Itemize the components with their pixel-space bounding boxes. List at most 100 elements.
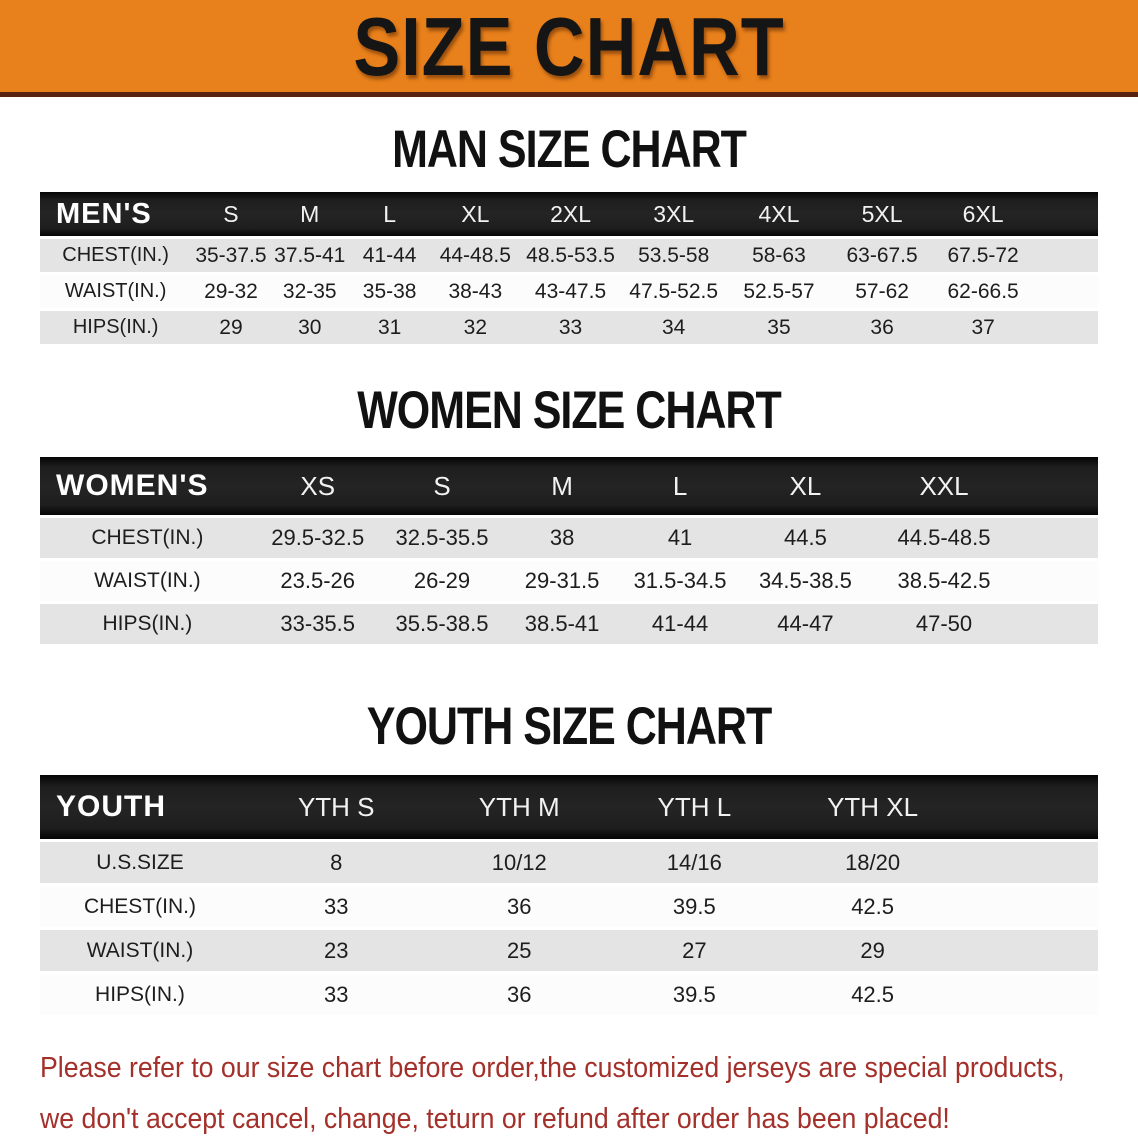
size-value: 37.5-41	[274, 243, 346, 267]
size-column-header: S	[191, 192, 271, 236]
size-value: 38	[549, 525, 575, 550]
size-value: 39.5	[672, 893, 716, 919]
size-value: 42.5	[851, 981, 895, 1007]
size-value: 63-67.5	[846, 243, 918, 267]
size-value: 62-66.5	[947, 279, 1019, 303]
size-value: 41	[667, 525, 693, 550]
size-column-header: XXL	[871, 457, 1017, 515]
size-value: 43-47.5	[534, 279, 607, 303]
size-value: 41-44	[362, 243, 417, 267]
spacer-cell	[1016, 518, 1098, 558]
size-value: 37	[971, 315, 995, 339]
spacer-cell	[963, 930, 1098, 971]
table-label: YOUTH	[40, 775, 240, 839]
size-value: 33	[558, 315, 583, 339]
size-value: 38.5-42.5	[897, 568, 991, 593]
size-value: 36	[870, 315, 894, 339]
measurement-row: HIPS(IN.) 29 30 31 32 33 34 35 36 37	[40, 311, 1098, 344]
size-column-header: XL	[739, 457, 872, 515]
size-value: 47-50	[915, 611, 973, 636]
size-value: 33	[323, 893, 349, 919]
spacer-cell	[1033, 192, 1098, 236]
size-value: 35	[767, 315, 791, 339]
measurement-label: WAIST(IN.)	[64, 280, 167, 302]
size-value: 44.5-48.5	[897, 525, 991, 550]
measurement-label: U.S.SIZE	[96, 850, 184, 874]
measurement-label: CHEST(IN.)	[91, 526, 204, 549]
spacer-cell	[1016, 604, 1098, 644]
size-column-header: XS	[254, 457, 381, 515]
size-value: 33	[323, 981, 349, 1007]
size-value: 44-48.5	[439, 243, 511, 267]
size-column-header: 5XL	[831, 192, 933, 236]
size-column-header: YTH L	[606, 775, 783, 839]
size-value: 23	[323, 937, 349, 963]
size-value: 36	[507, 981, 532, 1007]
disclaimer-line-1: Please refer to our size chart before or…	[40, 1052, 1065, 1084]
size-value: 10/12	[491, 849, 547, 875]
men-section-heading: MAN SIZE CHART	[392, 120, 747, 180]
size-value: 44.5	[784, 525, 827, 550]
size-header-row: WOMEN'S XS S M L XL XXL	[40, 457, 1098, 515]
size-value: 29	[219, 315, 243, 339]
measurement-row: CHEST(IN.) 35-37.5 37.5-41 41-44 44-48.5 48.5…	[40, 239, 1098, 272]
size-column-header: L	[620, 457, 740, 515]
spacer-cell	[963, 886, 1098, 927]
size-value: 44-47	[777, 611, 834, 636]
spacer-cell	[1016, 457, 1098, 515]
size-value: 29-32	[204, 279, 258, 303]
size-column-header: 2XL	[520, 192, 621, 236]
size-column-header: M	[503, 457, 621, 515]
size-value: 39.5	[672, 981, 716, 1007]
spacer-cell	[1033, 311, 1098, 344]
size-value: 23.5-26	[280, 568, 356, 593]
spacer-cell	[1033, 275, 1098, 308]
size-value: 32-35	[282, 279, 337, 303]
youth-section-heading: YOUTH SIZE CHART	[366, 697, 772, 757]
men-size-table: MEN'S S M L XL 2XL 3XL 4XL 5XL 6XL CHEST(IN.) 35-3…	[40, 189, 1098, 347]
size-value: 18/20	[845, 849, 901, 875]
size-column-header: 6XL	[932, 192, 1034, 236]
size-column-header: XL	[430, 192, 521, 236]
spacer-cell	[962, 775, 1098, 839]
measurement-row: CHEST(IN.) 29.5-32.5 32.5-35.5 38 41 44.5 44.5…	[40, 518, 1098, 558]
youth-size-table: YOUTH YTH S YTH M YTH L YTH XL U.S.SIZE 8 10/1…	[40, 772, 1098, 1018]
size-value: 25	[507, 937, 532, 963]
size-value: 41-44	[651, 611, 709, 636]
size-value: 34.5-38.5	[758, 568, 852, 593]
size-value: 8	[330, 849, 343, 875]
size-value: 29-31.5	[524, 568, 600, 593]
size-header-row: YOUTH YTH S YTH M YTH L YTH XL	[40, 775, 1098, 839]
size-column-header: 4XL	[726, 192, 832, 236]
size-value: 35-38	[362, 279, 417, 303]
size-value: 34	[662, 315, 686, 339]
order-disclaimer: Please refer to our size chart before or…	[40, 1043, 1138, 1145]
size-column-header: YTH M	[432, 775, 606, 839]
spacer-cell	[963, 974, 1098, 1015]
measurement-label: HIPS(IN.)	[72, 316, 159, 338]
spacer-cell	[963, 842, 1098, 883]
size-value: 33-35.5	[280, 611, 356, 636]
measurement-label: HIPS(IN.)	[102, 612, 193, 635]
size-value: 30	[298, 315, 322, 339]
size-value: 35.5-38.5	[395, 611, 489, 636]
size-value: 36	[507, 893, 532, 919]
size-column-header: YTH S	[239, 775, 433, 839]
measurement-row: U.S.SIZE 8 10/12 14/16 18/20	[40, 842, 1098, 883]
measurement-label: HIPS(IN.)	[95, 982, 185, 1006]
size-value: 31	[377, 315, 402, 339]
measurement-row: CHEST(IN.) 33 36 39.5 42.5	[40, 886, 1098, 927]
size-value: 52.5-57	[743, 279, 815, 303]
measurement-label: CHEST(IN.)	[83, 894, 196, 918]
measurement-row: HIPS(IN.) 33-35.5 35.5-38.5 38.5-41 41-44 44-…	[40, 604, 1098, 644]
size-column-header: L	[348, 192, 431, 236]
size-column-header: 3XL	[620, 192, 727, 236]
spacer-cell	[1016, 561, 1098, 601]
banner-title: SIZE CHART	[353, 0, 785, 93]
women-size-table: WOMEN'S XS S M L XL XXL CHEST(IN.) 29.5-32.5 32.…	[40, 454, 1098, 647]
size-value: 67.5-72	[947, 243, 1019, 267]
disclaimer-line-2: we don't accept cancel, change, teturn o…	[40, 1103, 950, 1135]
measurement-row: WAIST(IN.) 29-32 32-35 35-38 38-43 43-47.5 47.…	[40, 275, 1098, 308]
size-value: 32	[463, 315, 487, 339]
size-chart-banner: SIZE CHART	[0, 0, 1138, 97]
